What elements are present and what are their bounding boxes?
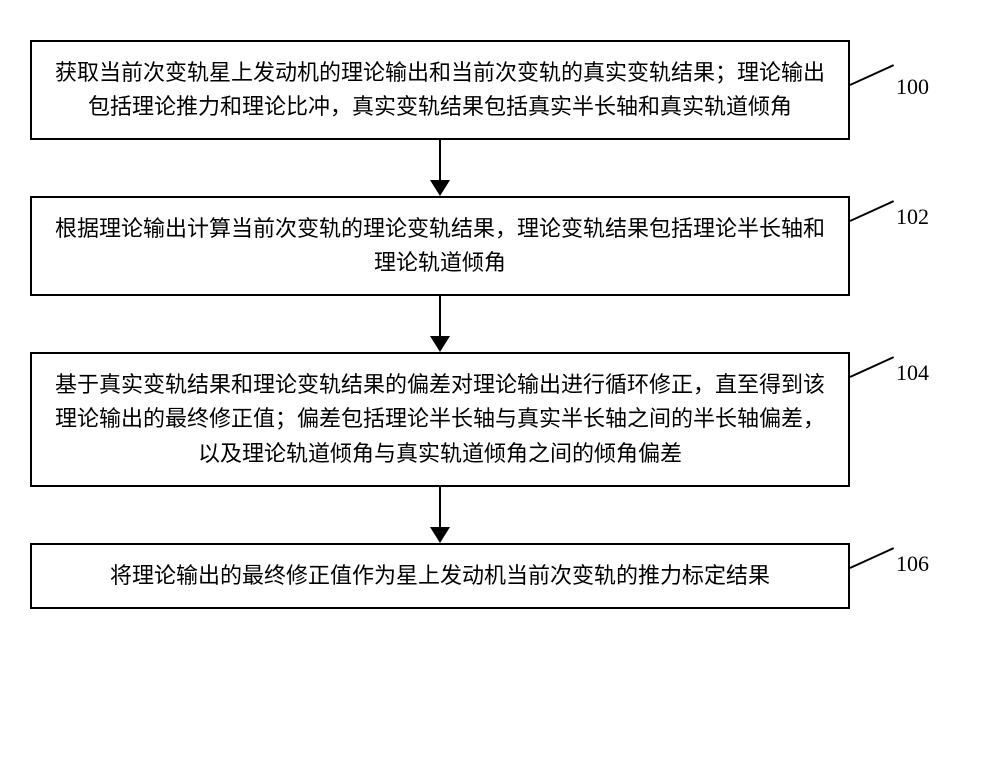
flow-step-104: 基于真实变轨结果和理论变轨结果的偏差对理论输出进行循环修正，直至得到该理论输出的… — [30, 352, 970, 486]
arrow-line — [439, 140, 441, 180]
flow-arrow — [30, 140, 850, 196]
flow-step-102: 根据理论输出计算当前次变轨的理论变轨结果，理论变轨结果包括理论半长轴和理论轨道倾… — [30, 196, 970, 296]
arrow-line — [439, 296, 441, 336]
arrow-head-icon — [430, 527, 450, 543]
flow-arrow — [30, 487, 850, 543]
flow-step-label: 100 — [896, 74, 929, 100]
flow-step-label: 102 — [896, 204, 929, 230]
flow-step-100: 获取当前次变轨星上发动机的理论输出和当前次变轨的真实变轨结果；理论输出包括理论推… — [30, 40, 970, 140]
lead-line — [850, 356, 895, 378]
flow-step-box: 根据理论输出计算当前次变轨的理论变轨结果，理论变轨结果包括理论半长轴和理论轨道倾… — [30, 196, 850, 296]
flow-step-box: 将理论输出的最终修正值作为星上发动机当前次变轨的推力标定结果 — [30, 543, 850, 609]
flow-step-label: 104 — [896, 360, 929, 386]
flow-arrow — [30, 296, 850, 352]
arrow-head-icon — [430, 180, 450, 196]
arrow-head-icon — [430, 336, 450, 352]
lead-line — [850, 200, 895, 222]
lead-line — [850, 64, 895, 86]
arrow-line — [439, 487, 441, 527]
flowchart-container: 获取当前次变轨星上发动机的理论输出和当前次变轨的真实变轨结果；理论输出包括理论推… — [30, 40, 970, 609]
flow-step-106: 将理论输出的最终修正值作为星上发动机当前次变轨的推力标定结果 106 — [30, 543, 970, 609]
flow-step-label: 106 — [896, 551, 929, 577]
flow-step-box: 获取当前次变轨星上发动机的理论输出和当前次变轨的真实变轨结果；理论输出包括理论推… — [30, 40, 850, 140]
lead-line — [850, 547, 895, 569]
flow-step-box: 基于真实变轨结果和理论变轨结果的偏差对理论输出进行循环修正，直至得到该理论输出的… — [30, 352, 850, 486]
